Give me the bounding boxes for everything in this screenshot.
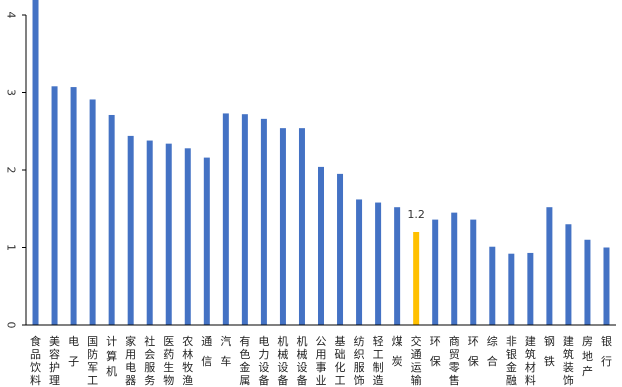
x-axis-category-labels: 食品饮料美容护理电子国防军工计算机家用电器社会服务医药生物农林牧渔通信汽车有色金… — [30, 334, 612, 387]
category-label: 环保 — [468, 335, 479, 368]
bar-3 — [89, 99, 96, 325]
bar-8 — [184, 148, 191, 325]
bar-20 — [413, 232, 420, 325]
category-label: 建筑装饰 — [563, 334, 574, 387]
bar-15 — [318, 166, 324, 325]
data-label: 1.2 — [407, 208, 425, 221]
category-label: 交通运输 — [411, 334, 422, 387]
category-label: 通信 — [201, 335, 212, 368]
category-label: 电力设备 — [258, 335, 269, 387]
bar-23 — [470, 219, 477, 325]
bar-7 — [165, 143, 172, 325]
category-label: 房地产 — [582, 335, 593, 378]
bar-18 — [375, 202, 382, 325]
data-labels: 1.2 — [407, 208, 425, 221]
category-label: 医药生物 — [163, 335, 174, 387]
category-label: 钢铁 — [544, 335, 555, 368]
bar-10 — [222, 113, 229, 326]
y-tick-label: 3 — [5, 89, 18, 96]
category-label: 银行 — [601, 334, 612, 368]
bar-24 — [489, 246, 496, 325]
bar-0 — [32, 0, 39, 325]
y-axis-ticks: 0 1 2 3 4 — [5, 12, 26, 329]
y-tick-label: 2 — [5, 167, 18, 174]
category-label: 商贸零售 — [449, 334, 460, 387]
bar-1 — [51, 86, 58, 325]
bar-26 — [527, 252, 534, 325]
category-label: 公用事业 — [316, 335, 327, 387]
category-label: 环保 — [430, 335, 441, 368]
bar-4 — [108, 114, 115, 325]
bar-27 — [546, 207, 553, 325]
category-label: 轻工制造 — [373, 334, 384, 387]
bar-21 — [432, 219, 439, 325]
bar-12 — [260, 118, 267, 325]
category-label: 汽车 — [220, 334, 231, 368]
bar-28 — [565, 224, 572, 325]
category-label: 综合 — [487, 334, 498, 368]
category-label: 食品饮料 — [30, 334, 41, 387]
y-tick-label: 0 — [5, 322, 18, 329]
category-label: 美容护理 — [49, 335, 60, 387]
bar-2 — [70, 87, 77, 325]
bar-11 — [241, 114, 248, 325]
category-label: 电子 — [68, 335, 79, 368]
category-label: 家用电器 — [125, 334, 136, 387]
y-tick-label: 1 — [5, 244, 18, 251]
bar-17 — [356, 199, 363, 325]
bar-9 — [203, 157, 210, 325]
category-label: 建筑材料 — [525, 334, 536, 387]
category-label: 机械设备 — [296, 334, 307, 387]
bar-19 — [394, 207, 401, 325]
bar-16 — [337, 173, 344, 326]
category-label: 农林牧渔 — [182, 334, 193, 387]
category-label: 有色金属 — [239, 334, 250, 387]
bar-6 — [146, 140, 153, 325]
category-label: 基础化工 — [335, 335, 346, 387]
bar-22 — [451, 212, 458, 326]
bar-13 — [279, 128, 286, 325]
bar-29 — [584, 239, 591, 325]
category-label: 煤炭 — [392, 335, 403, 368]
bar-5 — [127, 135, 134, 325]
category-label: 机械设备 — [277, 334, 288, 387]
category-label: 非银金融 — [506, 335, 517, 387]
y-tick-label: 4 — [5, 12, 18, 19]
bars — [32, 0, 610, 326]
category-label: 纺织服饰 — [354, 334, 365, 387]
bar-30 — [603, 247, 610, 325]
category-label: 国防军工 — [87, 335, 98, 387]
category-label: 社会服务 — [144, 334, 155, 387]
bar-14 — [298, 128, 305, 325]
category-label: 计算机 — [106, 335, 117, 378]
bar-25 — [508, 253, 515, 325]
